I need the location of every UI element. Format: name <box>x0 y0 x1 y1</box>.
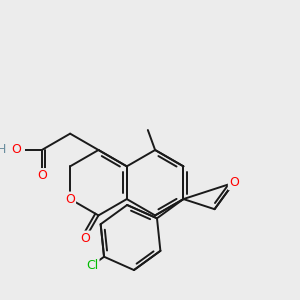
Text: O: O <box>80 232 90 244</box>
Text: O: O <box>37 169 47 182</box>
Text: H: H <box>0 143 7 157</box>
Text: O: O <box>11 143 21 157</box>
Text: Cl: Cl <box>86 259 98 272</box>
Text: O: O <box>65 193 75 206</box>
Text: O: O <box>229 176 239 189</box>
